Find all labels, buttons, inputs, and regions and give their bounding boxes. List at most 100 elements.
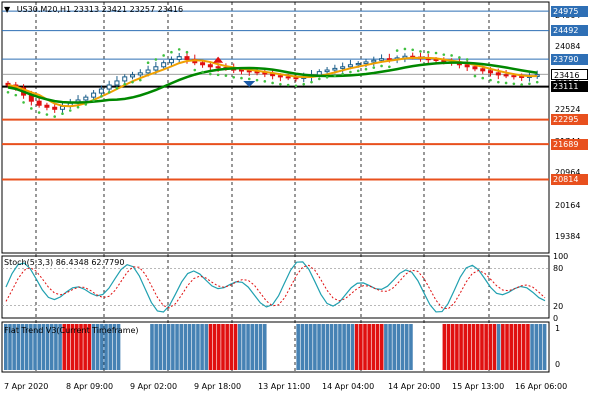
flat-trend-bar <box>450 324 455 370</box>
time-axis-label: 13 Apr 11:00 <box>258 382 311 391</box>
flat-trend-bar <box>150 324 154 370</box>
price-tick-label: 20964 <box>555 168 581 178</box>
flat-trend-scale-label: 1 <box>555 324 561 333</box>
flat-trend-bar <box>542 324 547 370</box>
flat-trend-title: Flat Trend V3(Current Timeframe) <box>4 326 139 335</box>
psar-dot <box>442 53 446 56</box>
candle-body <box>503 74 509 77</box>
flat-trend-bar <box>475 324 480 370</box>
flat-trend-bar <box>229 324 234 370</box>
time-axis-label: 14 Apr 04:00 <box>322 382 375 391</box>
flat-trend-bar <box>325 324 330 370</box>
time-axis-label: 9 Apr 18:00 <box>194 382 242 391</box>
time-axis-label: 16 Apr 06:00 <box>515 382 568 391</box>
psar-dot <box>419 50 422 53</box>
flat-trend-bar <box>87 324 92 370</box>
flat-trend-bar <box>521 324 526 370</box>
psar-dot <box>170 50 173 54</box>
flat-trend-bar <box>91 324 96 370</box>
psar-dot <box>450 54 453 57</box>
flat-trend-bar <box>100 324 104 370</box>
candle-body <box>511 75 517 78</box>
flat-trend-bar <box>455 324 459 370</box>
psar-dot <box>232 76 235 79</box>
psar-dot <box>279 82 282 86</box>
flat-trend-bar <box>530 324 534 370</box>
candle-body <box>246 70 252 73</box>
psar-dot <box>325 76 329 79</box>
flat-trend-bar <box>162 324 167 370</box>
flat-trend-bar <box>538 324 543 370</box>
price-tick-label: 22524 <box>555 105 581 115</box>
candle-body <box>207 64 213 68</box>
flat-trend-bar <box>20 324 25 370</box>
psar-dot <box>201 70 204 74</box>
flat-trend-pane-frame <box>1 321 550 373</box>
flat-trend-bar <box>200 324 204 370</box>
candle-body <box>386 58 392 61</box>
flat-trend-bar <box>517 324 522 370</box>
flat-trend-bar <box>29 324 33 370</box>
psar-dot <box>497 80 500 84</box>
flat-trend-bar <box>254 324 259 370</box>
flat-trend-bar <box>58 324 62 370</box>
flat-trend-bar <box>179 324 184 370</box>
flat-trend-bar <box>16 324 21 370</box>
flat-trend-bar <box>54 324 58 370</box>
flat-trend-bar <box>480 324 484 370</box>
candle-body <box>270 73 276 77</box>
flat-trend-bar <box>463 324 468 370</box>
price-level-tag-support: 20814 <box>551 174 588 186</box>
psar-dot <box>512 82 516 86</box>
flat-trend-bar <box>509 324 513 370</box>
candle-body <box>52 106 58 110</box>
flat-trend-bar <box>501 324 505 370</box>
flat-trend-bar <box>359 324 363 370</box>
flat-trend-bar <box>212 324 217 370</box>
ma-fast-line <box>7 56 538 108</box>
flat-trend-bar <box>183 324 188 370</box>
psar-dot <box>61 112 64 116</box>
psar-dot <box>240 76 243 80</box>
candle-body <box>316 71 322 76</box>
candle-body <box>36 100 42 106</box>
candle-body <box>495 72 501 76</box>
psar-dot <box>216 73 220 77</box>
psar-dot <box>310 80 313 84</box>
flat-trend-bar <box>33 324 37 370</box>
psar-dot <box>14 93 18 97</box>
psar-dot <box>209 72 212 76</box>
psar-dot <box>504 81 508 85</box>
flat-trend-bar <box>363 324 367 370</box>
triangle-down-icon[interactable]: ▼ <box>4 5 11 14</box>
flat-trend-bar <box>45 324 50 370</box>
flat-trend-bar <box>12 324 16 370</box>
symbol-header: ▼ US30.M20,H1 23313 23421 23257 23416 <box>4 4 183 16</box>
flat-trend-bar <box>446 324 451 370</box>
flat-trend-bar <box>83 324 87 370</box>
flat-trend-bar <box>496 324 501 370</box>
candle-body <box>184 56 190 60</box>
stoch-scale-label: 0 <box>553 314 559 323</box>
candle-body <box>340 66 346 69</box>
flat-trend-bar <box>217 324 221 370</box>
flat-trend-bar <box>313 324 317 370</box>
psar-dot <box>30 107 33 110</box>
price-tick-label: 24084 <box>555 42 581 52</box>
flat-trend-bar <box>49 324 54 370</box>
flat-trend-bar <box>258 324 263 370</box>
flat-trend-bar <box>375 324 380 370</box>
price-level-tag-resistance: 24975 <box>551 5 588 17</box>
psar-dot <box>372 66 376 69</box>
flat-trend-bar <box>104 324 108 370</box>
flat-trend-bar <box>404 324 409 370</box>
flat-trend-bar <box>409 324 413 370</box>
price-level-tag-resistance: 23790 <box>551 53 588 65</box>
candle-body <box>153 66 159 71</box>
psar-dot <box>53 115 56 118</box>
flat-trend-bar <box>350 324 355 370</box>
psar-dot <box>520 83 523 86</box>
psar-dot <box>139 78 142 82</box>
